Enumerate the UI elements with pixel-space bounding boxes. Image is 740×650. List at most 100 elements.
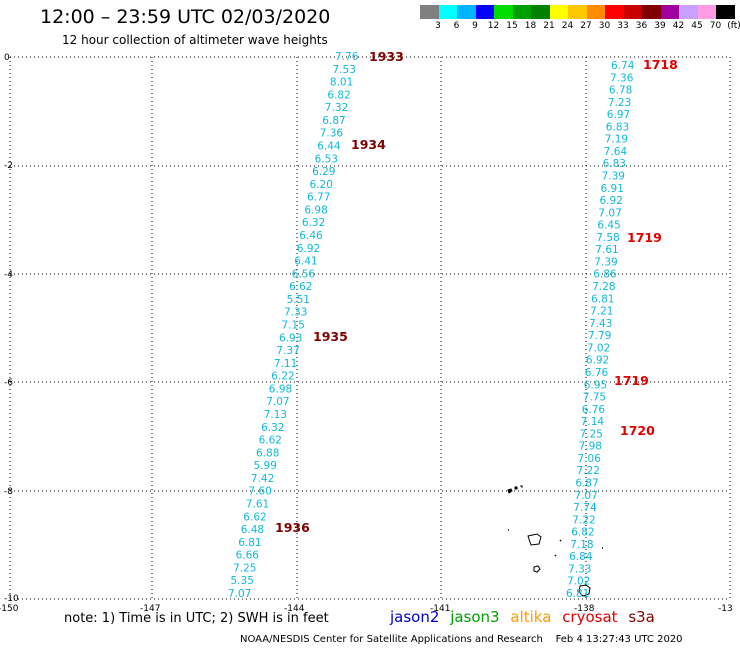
west-track-value: 7.42: [251, 473, 274, 485]
scale-label: 3: [435, 21, 441, 31]
pass-label-west: 1934: [351, 137, 386, 152]
scale-swatch: [716, 5, 735, 19]
lon-tick-label: -144: [284, 604, 305, 614]
scale-label: 18: [524, 21, 537, 31]
west-track-value: 6.87: [322, 115, 345, 127]
east-track-value: 7.07: [598, 207, 621, 219]
east-track-value: 7.22: [577, 465, 600, 477]
scale-label: 24: [561, 21, 574, 31]
east-track-value: 6.83: [606, 121, 629, 133]
west-track-value: 6.92: [297, 243, 320, 255]
east-track-value: 6.45: [597, 220, 620, 232]
scale-swatch: [438, 5, 458, 19]
west-track-value: 6.77: [307, 192, 330, 204]
west-track-value: 7.07: [228, 588, 251, 600]
scale-swatch: [623, 5, 643, 19]
lat-tick-label: -8: [4, 487, 13, 497]
east-track-value: 7.07: [574, 490, 597, 502]
west-track-value: 7.32: [325, 102, 348, 114]
scale-label: 12: [487, 21, 500, 31]
pass-time-labels: 1933 1934 1935 1936 1718 1719 1719 1720: [275, 49, 678, 535]
legend-cryosat: cryosat: [562, 608, 618, 626]
scale-label: 42: [672, 21, 685, 31]
east-track-value: 7.02: [567, 576, 590, 588]
east-track-value: 6.92: [600, 195, 623, 207]
west-track-value: 6.88: [256, 447, 279, 459]
pass-label-east: 1720: [620, 423, 655, 438]
west-track-value: 6.93: [279, 332, 302, 344]
island-outlines: [507, 485, 603, 597]
west-track-value: 7.13: [264, 409, 287, 421]
satellite-tracks: 7.767.538.016.827.326.877.366.446.536.29…: [228, 51, 635, 600]
pass-label-east: 1719: [627, 230, 662, 245]
east-track-value: 6.87: [575, 478, 598, 490]
island-outline: [578, 584, 591, 597]
west-track-value: 6.22: [271, 371, 294, 383]
scale-swatch: [494, 5, 513, 19]
west-track-value: 7.36: [320, 128, 344, 140]
scale-label: 21: [543, 21, 555, 31]
scale-swatch: [420, 5, 439, 19]
west-track-value: 6.32: [302, 217, 325, 229]
scale-swatch: [697, 5, 717, 19]
west-track-value: 6.32: [261, 422, 284, 434]
scale-swatch: [660, 5, 680, 19]
east-track-value: 7.75: [583, 392, 606, 404]
east-track-value: 6.81: [566, 588, 589, 600]
west-track-value: 6.62: [259, 435, 282, 447]
east-track-value: 6.86: [593, 269, 617, 281]
east-track-value: 7.19: [605, 134, 628, 146]
footnote: note: 1) Time is in UTC; 2) SWH is in fe…: [64, 611, 329, 626]
west-track-value: 6.20: [310, 179, 333, 191]
east-track-value: 7.22: [572, 514, 595, 526]
west-track-value: 7.53: [333, 64, 356, 76]
scale-swatch: [531, 5, 550, 19]
lat-tick-label: 0: [4, 53, 10, 63]
pass-label-west: 1936: [275, 520, 310, 535]
east-track-value: 6.83: [603, 158, 626, 170]
legend-s3a: s3a: [628, 608, 655, 626]
east-track-value: 7.28: [592, 281, 615, 293]
credit-text: NOAA/NESDIS Center for Satellite Applica…: [240, 634, 543, 645]
pass-label-west: 1935: [313, 329, 348, 344]
east-track-value: 6.91: [601, 183, 624, 195]
east-track-value: 7.14: [581, 416, 605, 428]
scale-label: 45: [691, 21, 703, 31]
west-track-value: 6.41: [294, 256, 317, 268]
west-track-value: 6.66: [236, 550, 260, 562]
west-track-value: 6.62: [289, 281, 312, 293]
small-atolls: [508, 529, 603, 557]
satellite-legend: jason2 jason3 altika cryosat s3a: [390, 608, 661, 626]
west-track-value: 5.99: [254, 460, 277, 472]
grid-lines: [9, 56, 731, 600]
east-track-value: 7.58: [596, 232, 619, 244]
scale-label: 27: [580, 21, 592, 31]
scale-swatch: [605, 5, 624, 19]
pass-label-east: 1718: [643, 57, 678, 72]
scale-swatch: [512, 5, 532, 19]
scale-swatch: [549, 5, 569, 19]
east-track-value: 6.84: [569, 551, 593, 563]
west-track-value: 7.15: [282, 320, 305, 332]
scale-swatch: [642, 5, 661, 19]
legend-jason3: jason3: [450, 608, 500, 626]
credit-line: NOAA/NESDIS Center for Satellite Applica…: [240, 634, 683, 645]
east-track-value: 7.18: [570, 539, 593, 551]
west-track-value: 7.11: [274, 358, 297, 370]
east-track-value: 6.74: [611, 60, 635, 72]
east-track-value: 7.21: [590, 306, 613, 318]
east-track-value: 6.95: [584, 379, 607, 391]
island-outline: [527, 533, 542, 546]
west-track-value: 6.56: [292, 268, 316, 280]
west-track-value: 7.76: [335, 51, 359, 63]
east-track-value: 7.39: [602, 171, 625, 183]
west-track-value: 7.60: [248, 486, 271, 498]
east-track-value: 7.25: [580, 428, 603, 440]
page-title: 12:00 – 23:59 UTC 02/03/2020: [40, 6, 331, 28]
west-track-value: 6.98: [269, 383, 292, 395]
east-track-value: 6.76: [585, 367, 609, 379]
east-track-value: 7.98: [579, 441, 602, 453]
east-track-value: 6.76: [582, 404, 606, 416]
scale-swatch: [457, 5, 476, 19]
